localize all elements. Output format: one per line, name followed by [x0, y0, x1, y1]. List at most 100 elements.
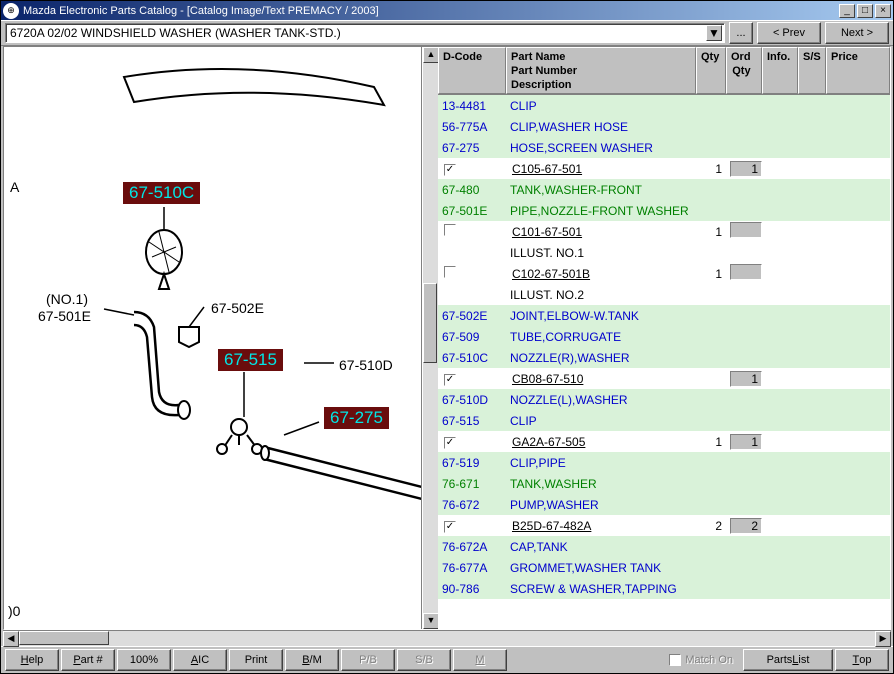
table-row[interactable]: 67-519CLIP,PIPE — [438, 452, 890, 473]
part-checkbox[interactable]: ✓ — [444, 437, 456, 449]
dcode-link[interactable]: 67-480 — [438, 183, 506, 197]
table-row[interactable]: 56-775ACLIP,WASHER HOSE — [438, 116, 890, 137]
part-number-link[interactable]: C102-67-501B — [510, 267, 590, 281]
minimize-button[interactable]: _ — [839, 4, 855, 18]
th-ord[interactable]: Ord Qty — [726, 47, 762, 94]
partname-link[interactable]: CLIP — [506, 99, 696, 113]
table-row[interactable]: 13-4481CLIP — [438, 95, 890, 116]
partname-link[interactable]: TUBE,CORRUGATE — [506, 330, 696, 344]
dcode-link[interactable]: 67-515 — [438, 414, 506, 428]
th-dcode[interactable]: D-Code — [438, 47, 506, 94]
part-checkbox[interactable]: ✓ — [444, 164, 456, 176]
dcode-link[interactable]: 56-775A — [438, 120, 506, 134]
partname-link[interactable]: NOZZLE(R),WASHER — [506, 351, 696, 365]
part-number-link[interactable]: B25D-67-482A — [510, 519, 591, 533]
partname-link[interactable]: JOINT,ELBOW-W.TANK — [506, 309, 696, 323]
ord-qty-input[interactable]: 2 — [730, 518, 762, 534]
table-row[interactable]: ✓C105-67-50111 — [438, 158, 890, 179]
part-checkbox[interactable] — [444, 266, 456, 278]
table-row[interactable]: ILLUST. NO.2 — [438, 284, 890, 305]
partname-link[interactable]: SCREW & WASHER,TAPPING — [506, 582, 696, 596]
part-number-link[interactable]: CB08-67-510 — [510, 372, 583, 386]
th-price[interactable]: Price — [826, 47, 890, 94]
ord-qty-input[interactable]: 1 — [730, 434, 762, 450]
maximize-button[interactable]: □ — [857, 4, 873, 18]
partname-link[interactable]: GROMMET,WASHER TANK — [506, 561, 696, 575]
part-checkbox[interactable]: ✓ — [444, 521, 456, 533]
bm-button[interactable]: B/M — [285, 649, 339, 671]
table-row[interactable]: 67-515CLIP — [438, 410, 890, 431]
diagram-label[interactable]: 67-275 — [324, 407, 389, 429]
table-row[interactable]: 90-786SCREW & WASHER,TAPPING — [438, 578, 890, 599]
table-row[interactable]: C101-67-5011 — [438, 221, 890, 242]
partname-link[interactable]: CLIP,PIPE — [506, 456, 696, 470]
diagram-pane[interactable]: A67-510C(NO.1)67-501E67-502E67-51567-510… — [4, 47, 422, 629]
diagram-label[interactable]: 67-510C — [123, 182, 200, 204]
ord-qty-input[interactable] — [730, 264, 762, 280]
print-button[interactable]: Print — [229, 649, 283, 671]
part-number-link[interactable]: C101-67-501 — [510, 225, 582, 239]
partname-link[interactable]: PUMP,WASHER — [506, 498, 696, 512]
table-row[interactable]: 67-275HOSE,SCREEN WASHER — [438, 137, 890, 158]
table-row[interactable]: C102-67-501B1 — [438, 263, 890, 284]
ord-qty-input[interactable]: 1 — [730, 371, 762, 387]
table-row[interactable]: 76-672PUMP,WASHER — [438, 494, 890, 515]
dcode-link[interactable]: 67-509 — [438, 330, 506, 344]
partname-link[interactable]: HOSE,SCREEN WASHER — [506, 141, 696, 155]
scroll-down-icon[interactable]: ▼ — [423, 613, 439, 629]
diagram-hscroll[interactable]: ◀ ▶ — [3, 630, 891, 646]
scroll-right-icon[interactable]: ▶ — [875, 631, 891, 647]
th-qty[interactable]: Qty — [696, 47, 726, 94]
table-row[interactable]: ✓ CB08-67-510 1 — [438, 368, 890, 389]
table-row[interactable]: 76-677AGROMMET,WASHER TANK — [438, 557, 890, 578]
partnum-button[interactable]: Part # — [61, 649, 115, 671]
dcode-link[interactable]: 67-501E — [438, 204, 506, 218]
section-dropdown[interactable]: 6720A 02/02 WINDSHIELD WASHER (WASHER TA… — [5, 23, 725, 43]
th-ss[interactable]: S/S — [798, 47, 826, 94]
dcode-link[interactable]: 67-510D — [438, 393, 506, 407]
table-row[interactable]: ILLUST. NO.1 — [438, 242, 890, 263]
ord-qty-input[interactable] — [730, 222, 762, 238]
diagram-vscroll[interactable]: ▲ ▼ — [422, 47, 438, 629]
part-number-link[interactable]: C105-67-501 — [510, 162, 582, 176]
dcode-link[interactable]: 90-786 — [438, 582, 506, 596]
th-info[interactable]: Info. — [762, 47, 798, 94]
table-row[interactable]: 67-480TANK,WASHER-FRONT — [438, 179, 890, 200]
table-row[interactable]: 67-510DNOZZLE(L),WASHER — [438, 389, 890, 410]
table-row[interactable]: ✓B25D-67-482A22 — [438, 515, 890, 536]
partname-link[interactable]: CAP,TANK — [506, 540, 696, 554]
more-button[interactable]: ... — [729, 22, 753, 44]
table-row[interactable]: 67-510CNOZZLE(R),WASHER — [438, 347, 890, 368]
partname-link[interactable]: CLIP — [506, 414, 696, 428]
part-checkbox[interactable]: ✓ — [444, 374, 456, 386]
zoom-button[interactable]: 100% — [117, 649, 171, 671]
table-row[interactable]: 67-509TUBE,CORRUGATE — [438, 326, 890, 347]
partname-link[interactable]: CLIP,WASHER HOSE — [506, 120, 696, 134]
chevron-down-icon[interactable]: ▼ — [706, 25, 722, 41]
parts-list-button[interactable]: Parts List — [743, 649, 833, 671]
scroll-up-icon[interactable]: ▲ — [423, 47, 439, 63]
diagram-label[interactable]: 67-515 — [218, 349, 283, 371]
dcode-link[interactable]: 67-519 — [438, 456, 506, 470]
dcode-link[interactable]: 67-502E — [438, 309, 506, 323]
table-row[interactable]: 67-501EPIPE,NOZZLE-FRONT WASHER — [438, 200, 890, 221]
dcode-link[interactable]: 76-677A — [438, 561, 506, 575]
part-number-link[interactable]: GA2A-67-505 — [510, 435, 585, 449]
partname-link[interactable]: PIPE,NOZZLE-FRONT WASHER — [506, 204, 696, 218]
table-row[interactable]: ✓GA2A-67-50511 — [438, 431, 890, 452]
partname-link[interactable]: TANK,WASHER-FRONT — [506, 183, 696, 197]
dcode-link[interactable]: 76-672A — [438, 540, 506, 554]
close-button[interactable]: × — [875, 4, 891, 18]
dcode-link[interactable]: 76-672 — [438, 498, 506, 512]
dcode-link[interactable]: 13-4481 — [438, 99, 506, 113]
help-button[interactable]: Help — [5, 649, 59, 671]
dcode-link[interactable]: 67-510C — [438, 351, 506, 365]
table-row[interactable]: 76-671TANK,WASHER — [438, 473, 890, 494]
part-checkbox[interactable] — [444, 224, 456, 236]
partname-link[interactable]: TANK,WASHER — [506, 477, 696, 491]
dcode-link[interactable]: 76-671 — [438, 477, 506, 491]
ord-qty-input[interactable]: 1 — [730, 161, 762, 177]
partname-link[interactable]: NOZZLE(L),WASHER — [506, 393, 696, 407]
next-button[interactable]: Next > — [825, 22, 889, 44]
top-button[interactable]: Top — [835, 649, 889, 671]
